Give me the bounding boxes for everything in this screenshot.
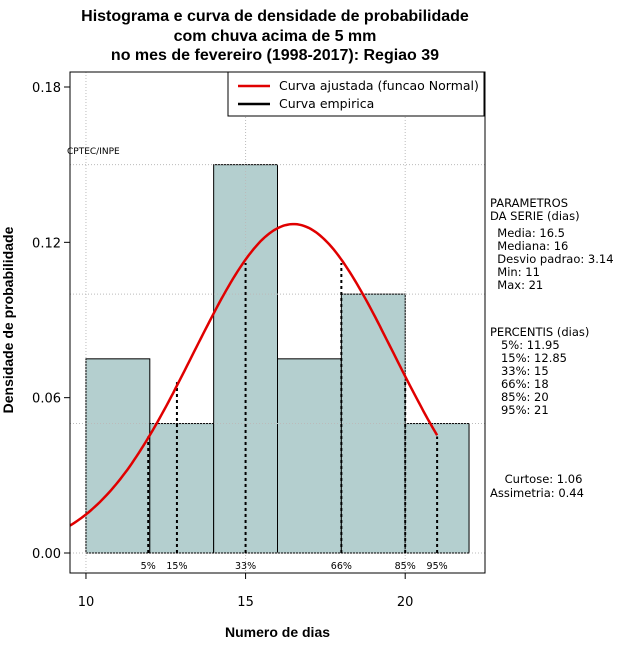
histogram-bar-1 <box>85 358 151 554</box>
kurtosis-text: Curtose: 1.06 <box>490 472 583 486</box>
percentile-label: 15% <box>166 561 187 572</box>
watermark: CPTEC/INPE <box>67 147 120 157</box>
params-sd: Desvio padrao: 3.14 <box>490 252 614 266</box>
percentis-95: 95%: 21 <box>490 403 549 417</box>
percentis-66: 66%: 18 <box>490 377 549 391</box>
x-tick-label: 10 <box>78 595 95 610</box>
percentis-15: 15%: 12.85 <box>490 351 567 365</box>
percentis-5: 5%: 11.95 <box>490 338 560 352</box>
params-mean: Media: 16.5 <box>490 226 565 240</box>
percentile-label: 85% <box>395 561 416 572</box>
x-axis-title: Numero de dias <box>224 624 331 640</box>
params-max: Max: 21 <box>490 278 544 292</box>
percentile-label: 66% <box>331 561 352 572</box>
x-tick-label: 20 <box>397 595 414 610</box>
params-header: PARAMETROS DA SERIE (dias) <box>490 196 580 223</box>
histogram-bar-4 <box>277 358 342 554</box>
histogram-bar-6 <box>404 423 470 554</box>
legend-label-normal: Curva ajustada (funcao Normal) <box>279 78 479 93</box>
y-tick-label: 0.12 <box>32 236 61 251</box>
legend-box <box>227 71 485 117</box>
percentis-33: 33%: 15 <box>490 364 549 378</box>
skewness-text: Assimetria: 0.44 <box>490 486 584 500</box>
params-median: Mediana: 16 <box>490 239 569 253</box>
percentis-header: PERCENTIS (dias) <box>490 325 590 339</box>
histogram-bar-2 <box>149 423 215 554</box>
percentile-label: 95% <box>427 561 448 572</box>
y-tick-label: 0.00 <box>32 547 61 562</box>
y-tick-label: 0.18 <box>32 81 61 96</box>
y-tick-label: 0.06 <box>32 392 61 407</box>
x-tick-label: 15 <box>237 595 254 610</box>
legend: Curva ajustada (funcao Normal) Curva empi… <box>227 71 485 117</box>
legend-label-empirical: Curva empirica <box>279 96 374 111</box>
percentile-label: 5% <box>141 561 156 572</box>
params-min: Min: 11 <box>490 265 540 279</box>
chart-title-line-3: no mes de fevereiro (1998-2017): Regiao … <box>110 47 440 64</box>
chart-title-line-1: Histograma e curva de densidade de proba… <box>81 8 469 25</box>
normal-curve-line <box>69 222 439 527</box>
percentis-85: 85%: 20 <box>490 390 549 404</box>
percentile-label: 33% <box>235 561 256 572</box>
chart-title-line-2: com chuva acima de 5 mm <box>173 28 377 45</box>
